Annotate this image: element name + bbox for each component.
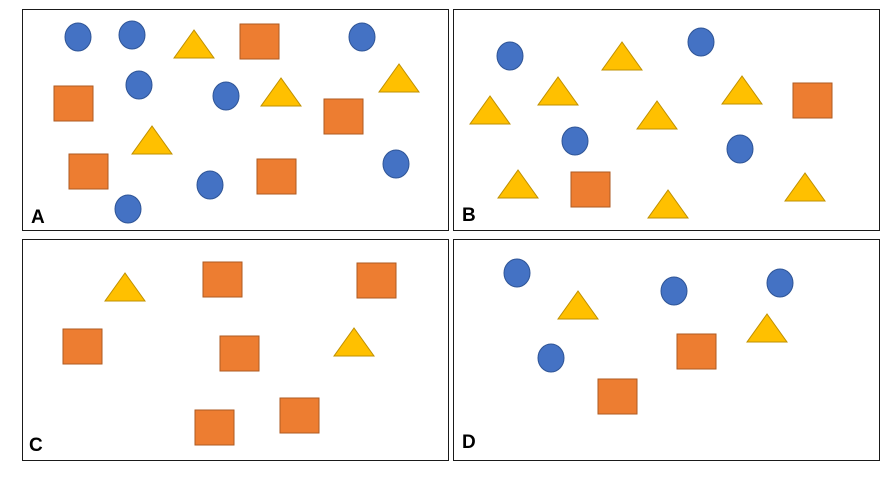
panel-c-shapes [62, 261, 397, 446]
yellow-triangle [784, 172, 826, 202]
yellow-triangle [636, 100, 678, 130]
yellow-triangle [497, 169, 539, 199]
orange-square [194, 409, 235, 446]
blue-circle [382, 149, 410, 179]
orange-square [239, 23, 280, 60]
panel-a: A [22, 9, 449, 231]
yellow-triangle [469, 95, 511, 125]
panel-d: D [453, 239, 880, 461]
blue-circle [537, 343, 565, 373]
blue-circle [726, 134, 754, 164]
orange-square [256, 158, 297, 195]
orange-square [597, 378, 638, 415]
yellow-triangle [378, 63, 420, 93]
panel-b: B [453, 9, 880, 231]
yellow-triangle [746, 313, 788, 343]
blue-circle [118, 20, 146, 50]
blue-circle [496, 41, 524, 71]
blue-circle [348, 22, 376, 52]
panel-d-label: D [462, 432, 476, 453]
orange-square [219, 335, 260, 372]
blue-circle [687, 27, 715, 57]
yellow-triangle [647, 189, 689, 219]
yellow-triangle [131, 125, 173, 155]
blue-circle [660, 276, 688, 306]
blue-circle [561, 126, 589, 156]
yellow-triangle [260, 77, 302, 107]
blue-circle [212, 81, 240, 111]
orange-square [323, 98, 364, 135]
orange-square [279, 397, 320, 434]
blue-circle [64, 22, 92, 52]
panel-a-shapes [53, 20, 420, 224]
panel-a-label: A [31, 207, 45, 228]
blue-circle [503, 258, 531, 288]
orange-square [676, 333, 717, 370]
blue-circle [766, 268, 794, 298]
yellow-triangle [333, 327, 375, 357]
orange-square [62, 328, 103, 365]
panel-b-shapes [469, 27, 833, 219]
panel-d-shapes [503, 258, 794, 415]
orange-square [570, 171, 611, 208]
yellow-triangle [104, 272, 146, 302]
orange-square [356, 262, 397, 299]
blue-circle [196, 170, 224, 200]
panel-c-label: C [29, 435, 43, 456]
panel-c: C [22, 239, 449, 461]
orange-square [68, 153, 109, 190]
yellow-triangle [557, 290, 599, 320]
orange-square [53, 85, 94, 122]
orange-square [792, 82, 833, 119]
orange-square [202, 261, 243, 298]
panel-b-label: B [462, 205, 476, 226]
blue-circle [125, 70, 153, 100]
blue-circle [114, 194, 142, 224]
yellow-triangle [537, 76, 579, 106]
yellow-triangle [173, 29, 215, 59]
yellow-triangle [721, 75, 763, 105]
yellow-triangle [601, 41, 643, 71]
